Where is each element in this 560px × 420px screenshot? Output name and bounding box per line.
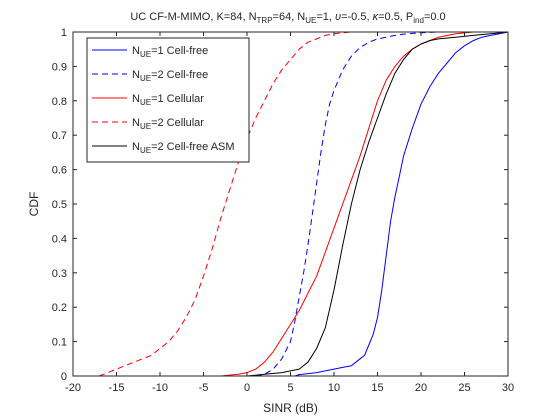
- x-tick-label: 30: [502, 382, 514, 394]
- y-tick-label: 0.8: [52, 96, 67, 108]
- x-tick-label: -15: [109, 382, 125, 394]
- series-layer: [98, 31, 509, 377]
- series-line-2: [255, 31, 439, 377]
- y-tick-label: 0.4: [52, 233, 67, 245]
- x-tick-label: 0: [244, 382, 250, 394]
- y-tick-label: 0.5: [52, 199, 67, 211]
- x-tick-label: 5: [287, 382, 293, 394]
- x-tick-label: -20: [65, 382, 81, 394]
- x-tick-label: 25: [458, 382, 470, 394]
- y-tick-label: 0.1: [52, 337, 67, 349]
- tick-layer: -20 -15 -10 -5 0 5 10 15 20 25 30 0 0.1 0.2 0.3 0.4 0.5 0…: [52, 27, 514, 394]
- x-axis-label: SINR (dB): [263, 401, 318, 415]
- y-axis-label: CDF: [27, 192, 41, 217]
- y-tick-label: 1: [61, 27, 67, 39]
- y-tick-label: 0.3: [52, 268, 67, 280]
- y-tick-label: 0: [61, 371, 67, 383]
- x-tick-label: -5: [199, 382, 209, 394]
- legend-items: NUE=1 Cell-free NUE=2 Cell-free NUE=1 Cell…: [92, 45, 235, 155]
- legend-label-3: NUE=1 Cellular: [132, 93, 204, 107]
- x-tick-label: -10: [152, 382, 168, 394]
- legend-label-4: NUE=2 Cellular: [132, 117, 204, 131]
- y-tick-label: 0.2: [52, 302, 67, 314]
- legend-label-2: NUE=2 Cell-free: [132, 69, 208, 83]
- series-line-1: [294, 31, 509, 377]
- series-line-4: [98, 31, 352, 377]
- y-tick-label: 0.7: [52, 130, 67, 142]
- legend: NUE=1 Cell-free NUE=2 Cell-free NUE=1 Cell…: [86, 37, 250, 163]
- series-line-5: [246, 31, 509, 377]
- legend-box: [86, 37, 250, 163]
- y-tick-label: 0.9: [52, 61, 67, 73]
- legend-label-5: NUE=2 Cell-free ASM: [132, 141, 235, 155]
- x-tick-label: 10: [328, 382, 340, 394]
- x-tick-label: 15: [371, 382, 383, 394]
- legend-label-1: NUE=1 Cell-free: [132, 45, 208, 59]
- chart-title: UC CF-M-MIMO, K=84, NTRP=64, NUE=1, υ=-0…: [130, 11, 445, 25]
- x-tick-label: 20: [415, 382, 427, 394]
- y-tick-label: 0.6: [52, 165, 67, 177]
